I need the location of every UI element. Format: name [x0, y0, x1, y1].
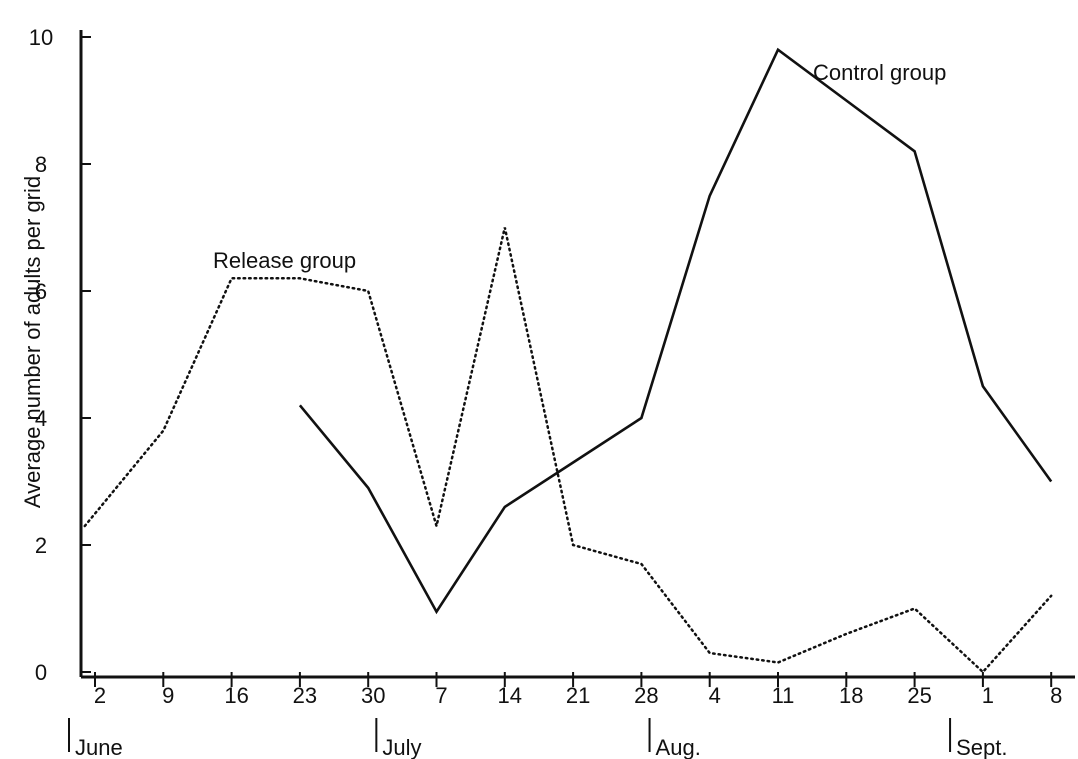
- x-tick-group: 2 9 16 23 30 7 14 21 28 4 11 18 25 1 8: [94, 672, 1062, 708]
- release-group-line: [83, 227, 1053, 674]
- y-tick-label: 8: [35, 152, 47, 177]
- x-tick-label: 2: [94, 683, 106, 708]
- series-group: [83, 47, 1053, 674]
- x-tick-label: 23: [293, 683, 317, 708]
- month-label: July: [382, 735, 421, 759]
- x-tick-label: 30: [361, 683, 385, 708]
- x-tick-label: 21: [566, 683, 590, 708]
- x-tick-label: 9: [162, 683, 174, 708]
- x-tick-label: 14: [498, 683, 522, 708]
- x-tick-label: 28: [634, 683, 658, 708]
- x-tick-label: 4: [709, 683, 721, 708]
- y-tick-label: 0: [35, 660, 47, 685]
- series-label-control: Control group: [813, 60, 946, 85]
- y-axis-title: Average number of adults per grid: [20, 176, 45, 508]
- y-tick-group: 0 2 4 6 8 10: [29, 25, 91, 685]
- month-group: June July Aug. Sept.: [68, 718, 1007, 759]
- x-tick-label: 18: [839, 683, 863, 708]
- month-label: June: [75, 735, 123, 759]
- x-tick-label: 16: [224, 683, 248, 708]
- x-tick-label: 11: [772, 683, 795, 708]
- series-label-release: Release group: [213, 248, 356, 273]
- control-group-line: [298, 47, 1053, 615]
- y-tick-label: 6: [35, 279, 47, 304]
- month-label: Aug.: [656, 735, 701, 759]
- x-tick-label: 8: [1050, 683, 1062, 708]
- y-tick-label: 4: [35, 406, 47, 431]
- y-tick-label: 10: [29, 25, 53, 50]
- x-tick-label: 25: [907, 683, 931, 708]
- month-label: Sept.: [956, 735, 1007, 759]
- x-tick-label: 7: [435, 683, 447, 708]
- x-tick-label: 1: [982, 683, 994, 708]
- y-tick-label: 2: [35, 533, 47, 558]
